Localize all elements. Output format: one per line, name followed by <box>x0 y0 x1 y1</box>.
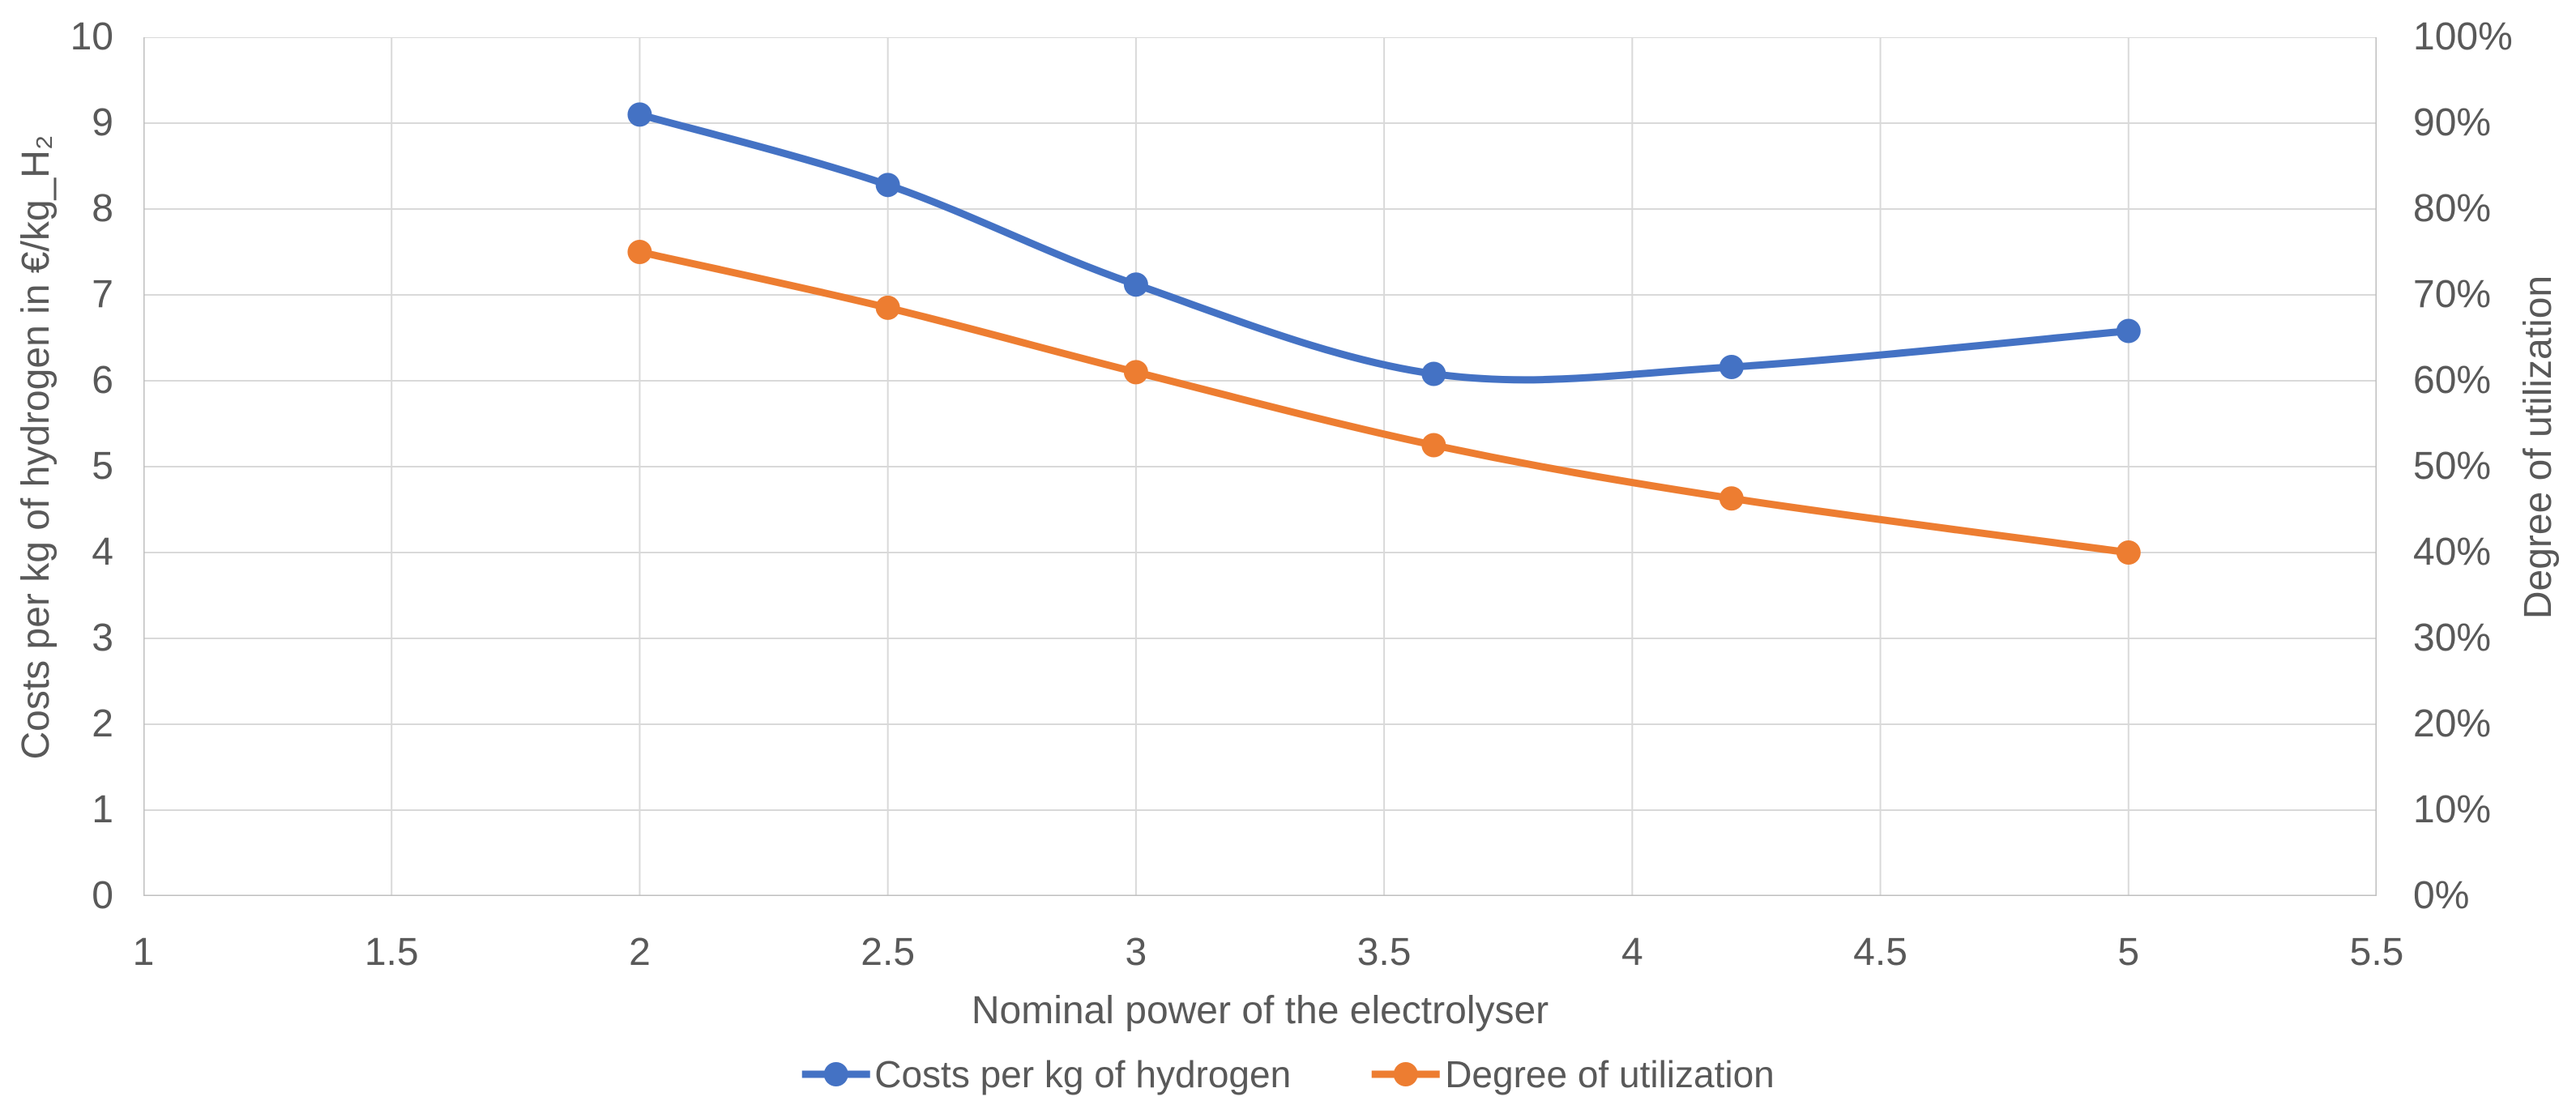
x-axis-tick-label: 4.5 <box>1853 931 1907 974</box>
y-left-tick-label: 5 <box>92 445 113 488</box>
y-right-tick-label: 0% <box>2413 874 2470 917</box>
legend-marker-utilization-icon <box>1372 1061 1441 1087</box>
plot-area <box>143 37 2377 896</box>
x-axis-tick-label: 2 <box>629 931 651 974</box>
y-left-tick-label: 10 <box>70 15 113 58</box>
x-axis-tick-label: 3 <box>1125 931 1147 974</box>
y-right-tick-label: 50% <box>2413 445 2492 488</box>
series-utilization-marker <box>1123 360 1148 385</box>
y-right-tick-label: 90% <box>2413 101 2492 144</box>
x-axis-title: Nominal power of the electrolyser <box>971 989 1549 1032</box>
y-right-tick-label: 40% <box>2413 531 2492 574</box>
legend: Costs per kg of hydrogen Degree of utili… <box>801 1050 1775 1099</box>
legend-item-costs: Costs per kg of hydrogen <box>801 1050 1291 1099</box>
y-right-tick-label: 20% <box>2413 702 2492 745</box>
y-left-tick-label: 6 <box>92 359 113 402</box>
x-axis-tick-label: 5.5 <box>2349 931 2404 974</box>
x-axis-tick-label: 4 <box>1621 931 1643 974</box>
legend-marker-costs-icon <box>801 1061 870 1087</box>
series-utilization-marker <box>1719 486 1744 511</box>
series-utilization-marker <box>1421 433 1446 458</box>
y-right-tick-label: 10% <box>2413 788 2492 831</box>
series-costs-marker <box>1719 355 1744 380</box>
x-axis-tick-label: 1.5 <box>364 931 419 974</box>
y-left-tick-label: 9 <box>92 101 113 144</box>
legend-item-utilization: Degree of utilization <box>1372 1050 1775 1099</box>
x-axis-tick-label: 1 <box>132 931 155 974</box>
y-right-tick-label: 70% <box>2413 273 2492 316</box>
y-left-tick-label: 8 <box>92 187 113 230</box>
series-costs-marker <box>875 173 900 198</box>
y-right-tick-label: 100% <box>2413 15 2513 58</box>
series-costs-marker <box>1123 272 1148 297</box>
series-utilization-marker <box>627 240 652 264</box>
y-left-tick-label: 1 <box>92 788 113 831</box>
y-axis-right-title: Degree of utilization <box>2517 275 2560 620</box>
y-right-tick-label: 80% <box>2413 187 2492 230</box>
series-costs-marker <box>627 102 652 127</box>
x-axis-tick-label: 2.5 <box>861 931 916 974</box>
legend-label-costs: Costs per kg of hydrogen <box>874 1053 1292 1095</box>
y-right-tick-label: 60% <box>2413 359 2492 402</box>
x-axis-tick-label: 5 <box>2117 931 2140 974</box>
series-costs-marker <box>2116 318 2141 344</box>
y-left-tick-label: 3 <box>92 617 113 659</box>
series-costs-marker <box>1421 361 1446 386</box>
legend-label-utilization: Degree of utilization <box>1445 1053 1775 1095</box>
series-utilization-marker <box>875 295 900 320</box>
y-right-tick-label: 30% <box>2413 617 2492 659</box>
series-utilization-marker <box>2116 540 2141 565</box>
y-left-tick-label: 0 <box>92 874 113 917</box>
x-axis-tick-label: 3.5 <box>1356 931 1412 974</box>
y-left-tick-label: 4 <box>92 531 113 574</box>
y-left-tick-label: 7 <box>92 273 113 316</box>
y-left-tick-label: 2 <box>92 702 113 745</box>
